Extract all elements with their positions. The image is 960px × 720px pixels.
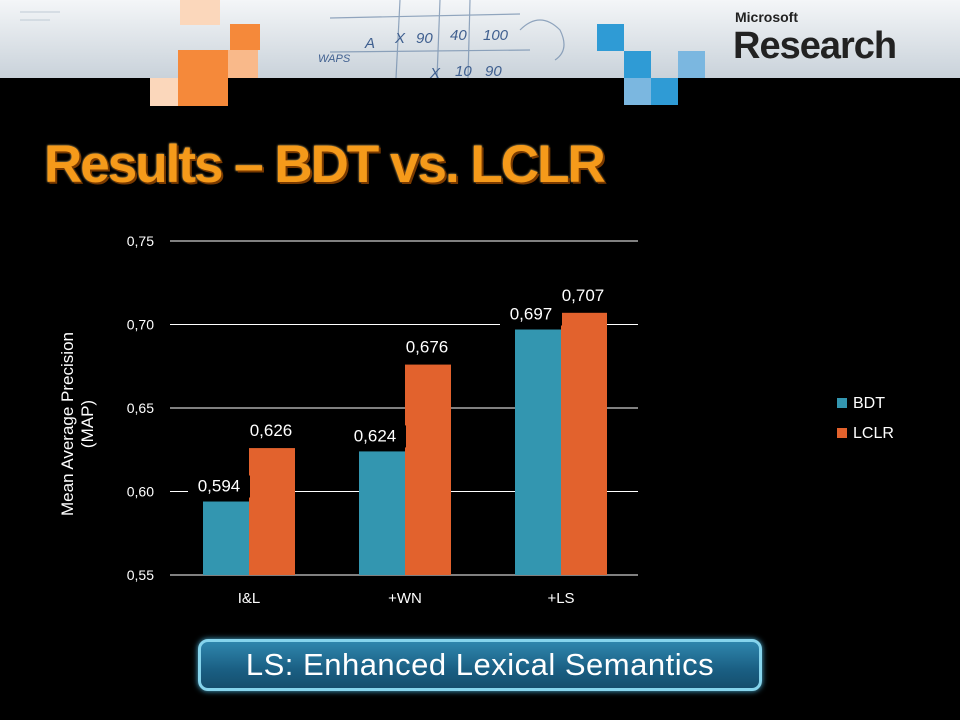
board-word: X xyxy=(394,30,406,47)
bar-chart: 0,55 0,60 0,65 0,70 0,75 0,594 0,626 0,624 0,67… xyxy=(58,233,894,607)
legend-label-bdt: BDT xyxy=(853,395,885,412)
data-label-bg xyxy=(396,336,458,359)
bar-lclr-1 xyxy=(405,364,451,575)
slide-title: Results – BDT vs. LCLR xyxy=(44,135,606,194)
board-word: 100 xyxy=(483,27,509,44)
orange-tiles xyxy=(150,0,260,106)
data-label-bg xyxy=(344,425,406,448)
bar-lclr-2 xyxy=(561,312,607,575)
whiteboard-image xyxy=(20,0,565,79)
data-label: 0,676 xyxy=(406,338,449,357)
logo-large-text: Research xyxy=(733,25,896,67)
bar-lclr-0 xyxy=(249,448,295,575)
y-tick-label: 0,75 xyxy=(127,233,154,249)
board-word: 10 xyxy=(455,63,472,80)
blue-tiles xyxy=(597,24,705,105)
board-word: 90 xyxy=(485,63,502,80)
callout-text: LS: Enhanced Lexical Semantics xyxy=(245,647,715,682)
board-word: 90 xyxy=(416,30,433,47)
data-label: 0,624 xyxy=(354,426,397,445)
callout-box: LS: Enhanced Lexical Semantics xyxy=(198,639,762,691)
data-label-bg xyxy=(500,303,562,326)
x-tick-label: I&L xyxy=(238,590,261,607)
y-tick-label: 0,55 xyxy=(127,567,154,583)
board-word: 40 xyxy=(450,27,467,44)
x-tick-label: +LS xyxy=(547,590,574,607)
bar-bdt-1 xyxy=(359,451,405,575)
board-word: A xyxy=(364,35,375,52)
y-axis-label: Mean Average Precision(MAP) xyxy=(58,332,97,516)
data-label: 0,697 xyxy=(510,305,553,324)
legend-swatch-lclr xyxy=(837,428,847,438)
whiteboard-text: A X 90 40 100 X 10 90 WAPS xyxy=(318,27,509,82)
y-tick-label: 0,65 xyxy=(127,400,154,416)
bar-bdt-2 xyxy=(515,329,561,575)
bar-bdt-0 xyxy=(203,501,249,575)
microsoft-research-logo: Microsoft Research xyxy=(733,9,897,67)
legend-label-lclr: LCLR xyxy=(853,425,894,442)
data-label-bg xyxy=(188,475,250,498)
y-tick-label: 0,70 xyxy=(127,317,154,333)
data-label-bg xyxy=(552,284,614,307)
banner-background xyxy=(0,0,960,78)
data-label: 0,707 xyxy=(562,286,605,305)
data-label-bg xyxy=(240,420,302,443)
x-tick-label: +WN xyxy=(388,590,422,607)
header-banner: A X 90 40 100 X 10 90 WAPS Microsoft Res… xyxy=(0,0,960,112)
logo-small-text: Microsoft xyxy=(735,9,798,25)
board-word: WAPS xyxy=(318,53,351,65)
data-label: 0,626 xyxy=(250,421,293,440)
data-label: 0,594 xyxy=(198,477,241,496)
y-tick-label: 0,60 xyxy=(127,484,154,500)
legend-swatch-bdt xyxy=(837,398,847,408)
board-word: X xyxy=(429,65,441,82)
